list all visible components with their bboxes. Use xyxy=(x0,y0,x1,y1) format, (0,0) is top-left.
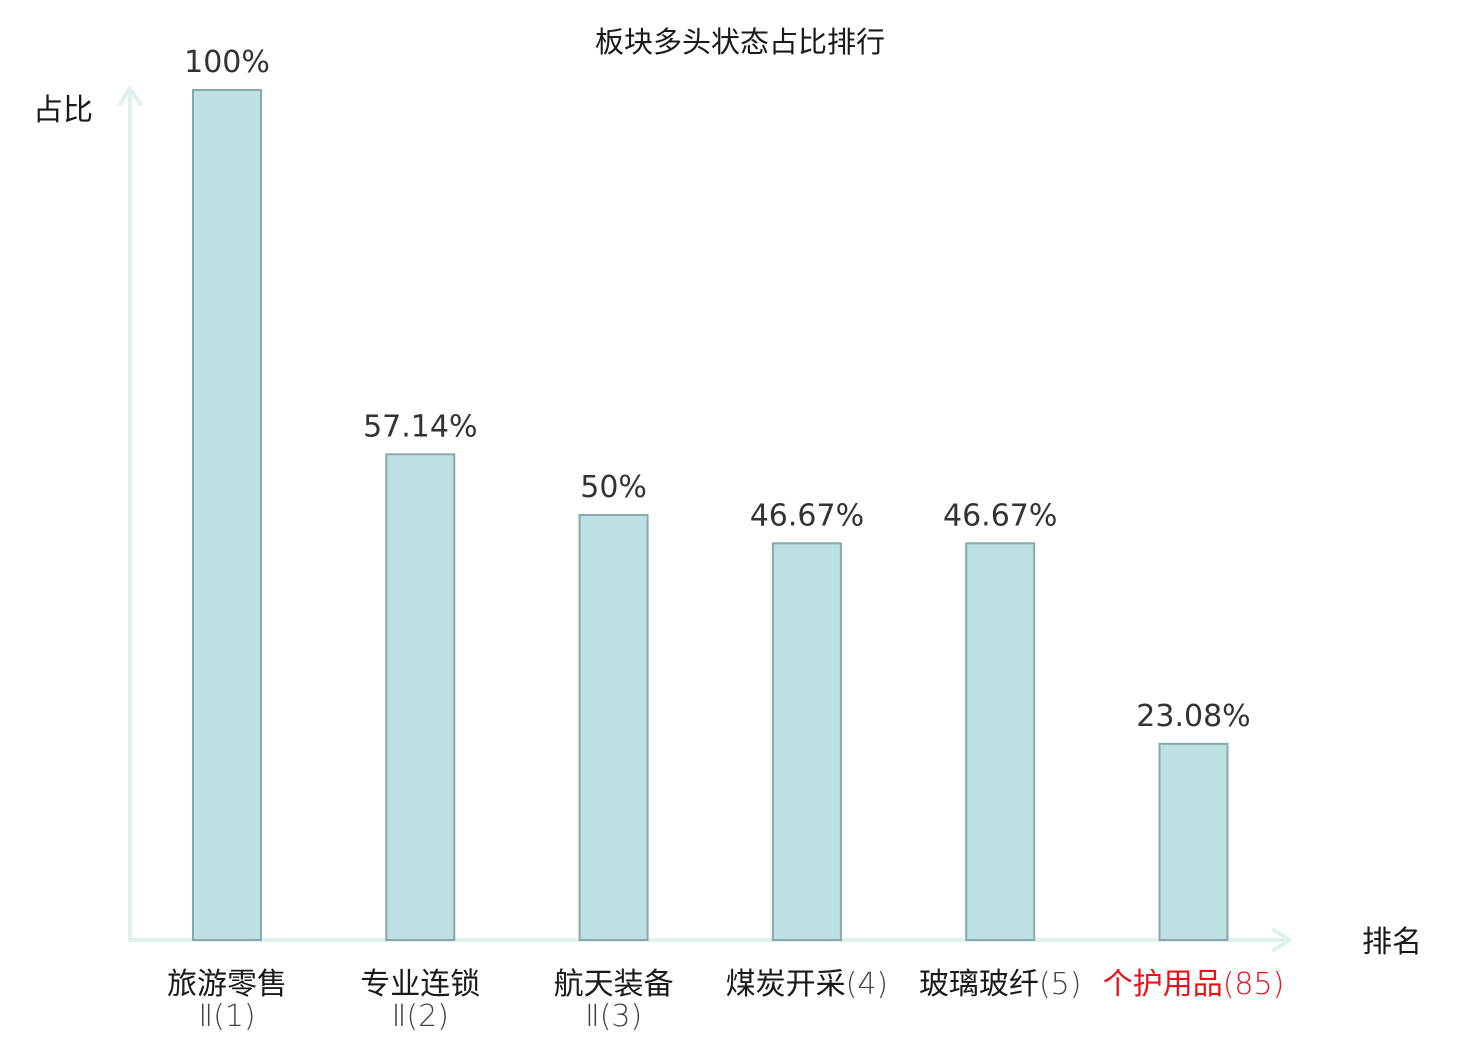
value-label: 46.67% xyxy=(750,498,864,533)
chart-title: 板块多头状态占比排行 xyxy=(595,25,885,59)
category-rank: Ⅱ(1) xyxy=(198,999,255,1034)
category-name: 煤炭开采 xyxy=(726,967,846,1002)
bars-group xyxy=(192,89,1229,941)
category-name: 专业连锁 xyxy=(360,967,480,1002)
category-rank: (85) xyxy=(1223,967,1285,1002)
y-axis-label: 占比 xyxy=(33,93,93,128)
category-rank: Ⅱ(2) xyxy=(392,999,449,1034)
bar xyxy=(192,89,262,941)
value-labels-group: 100% 57.14% 50% 46.67% 46.67% 23.08% xyxy=(184,45,1251,734)
category-label: 个护用品(85) xyxy=(1103,967,1285,1002)
category-name: 旅游零售 xyxy=(167,967,287,1002)
value-label: 57.14% xyxy=(363,409,477,444)
category-label: 玻璃玻纤(5) xyxy=(919,967,1081,1002)
axes xyxy=(118,86,1292,952)
bar xyxy=(578,514,649,941)
bar xyxy=(771,542,842,941)
category-label: 煤炭开采(4) xyxy=(726,967,889,1002)
category-rank: (4) xyxy=(846,967,889,1002)
x-axis-label: 排名 xyxy=(1362,925,1422,960)
category-rank: (5) xyxy=(1039,967,1082,1002)
category-name: 玻璃玻纤 xyxy=(919,967,1039,1002)
x-axis-arrow xyxy=(1272,928,1292,952)
category-rank: Ⅱ(3) xyxy=(585,999,642,1034)
bar xyxy=(1158,742,1229,941)
value-label: 46.67% xyxy=(943,498,1057,533)
value-label: 23.08% xyxy=(1136,699,1250,734)
value-label: 100% xyxy=(184,45,270,80)
value-label: 50% xyxy=(580,470,647,505)
category-name: 航天装备 xyxy=(554,967,674,1002)
bar xyxy=(965,542,1036,941)
y-axis-arrow xyxy=(118,86,142,106)
category-name: 个护用品 xyxy=(1103,967,1223,1002)
bar xyxy=(385,453,456,941)
